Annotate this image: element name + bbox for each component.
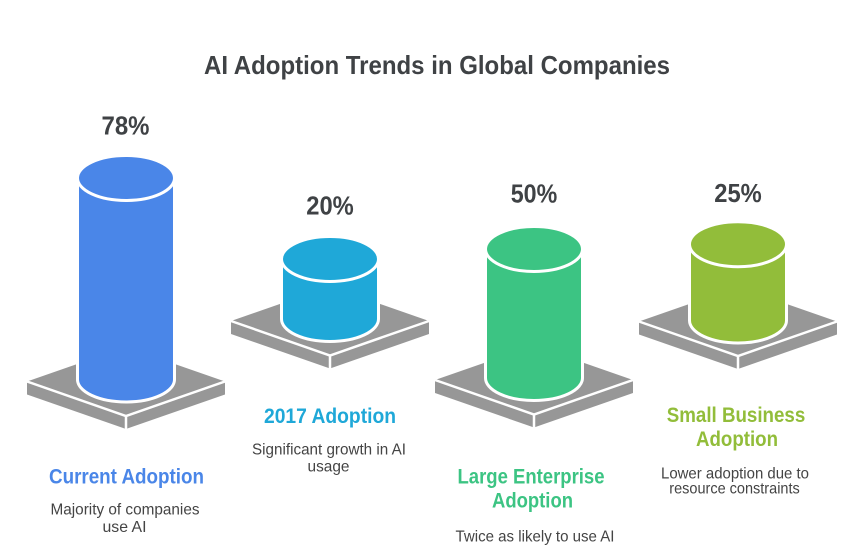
svg-text:usage: usage: [308, 459, 350, 476]
svg-text:2017 Adoption: 2017 Adoption: [264, 405, 396, 428]
svg-text:use AI: use AI: [103, 519, 147, 536]
svg-text:20%: 20%: [306, 191, 354, 221]
svg-text:Lower adoption due to: Lower adoption due to: [661, 465, 809, 482]
svg-text:Current Adoption: Current Adoption: [49, 466, 204, 489]
svg-text:Small Business: Small Business: [667, 404, 806, 427]
svg-text:Significant growth in AI: Significant growth in AI: [252, 442, 406, 459]
svg-text:Twice as likely to use AI: Twice as likely to use AI: [456, 528, 615, 545]
svg-text:78%: 78%: [102, 111, 150, 141]
svg-text:50%: 50%: [511, 179, 558, 209]
svg-text:Majority of companies: Majority of companies: [51, 502, 200, 519]
svg-text:resource constraints: resource constraints: [669, 481, 800, 498]
svg-text:AI Adoption Trends in Global C: AI Adoption Trends in Global Companies: [204, 50, 670, 80]
svg-text:25%: 25%: [714, 178, 762, 208]
svg-text:Adoption: Adoption: [492, 489, 573, 512]
svg-text:Adoption: Adoption: [696, 428, 778, 451]
svg-text:Large Enterprise: Large Enterprise: [458, 465, 605, 488]
